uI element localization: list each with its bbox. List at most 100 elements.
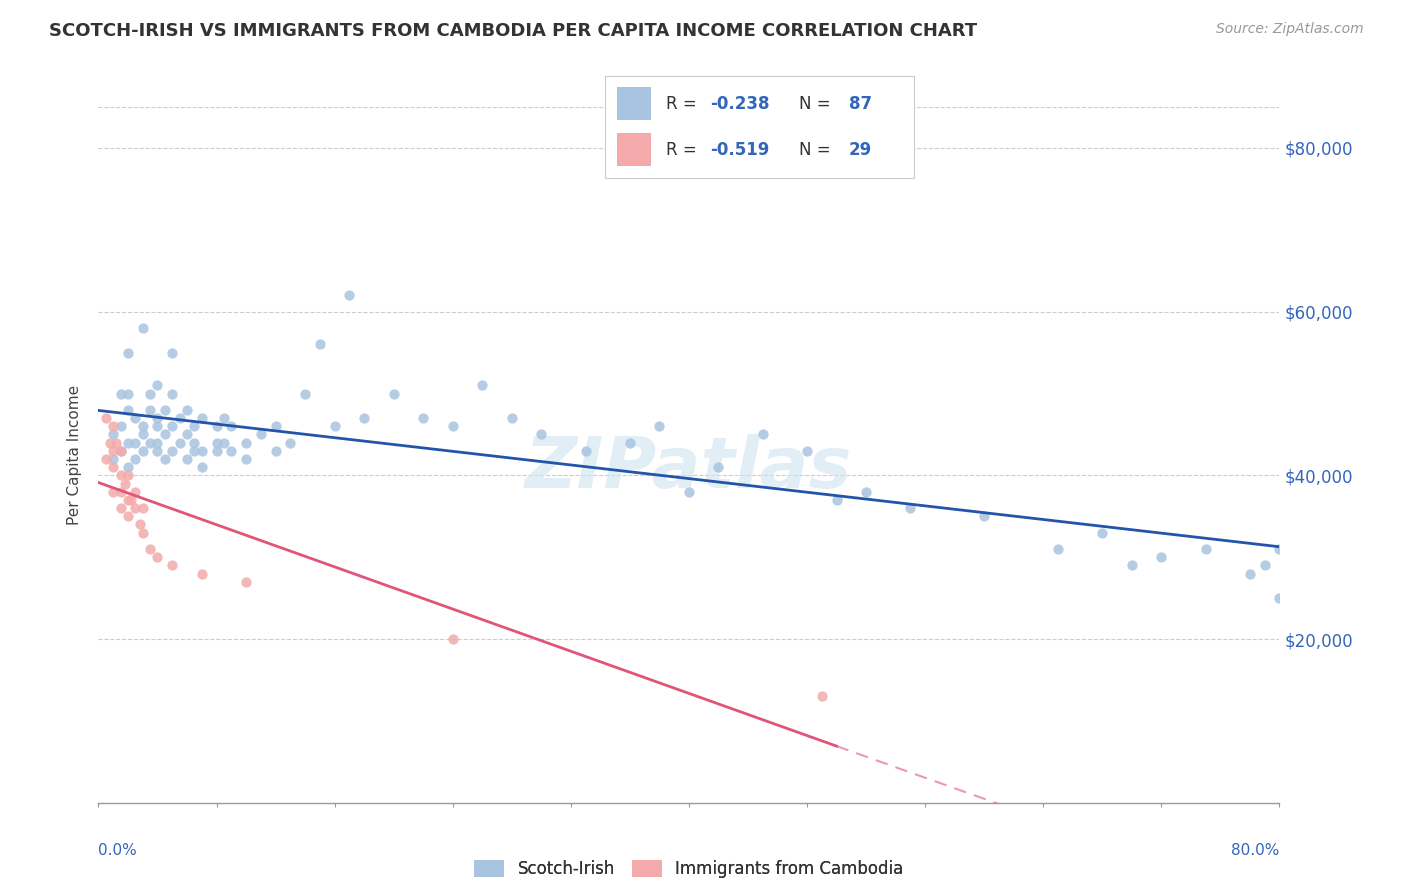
Text: 87: 87	[849, 95, 872, 112]
Point	[94, 452, 117, 467]
Point	[619, 435, 641, 450]
Point	[339, 288, 360, 302]
Point	[309, 337, 332, 351]
Point	[117, 468, 139, 483]
Point	[191, 443, 214, 458]
Point	[103, 443, 125, 458]
Point	[810, 690, 832, 704]
Point	[98, 435, 121, 450]
Point	[117, 435, 139, 450]
Point	[132, 321, 155, 335]
Point	[191, 411, 214, 425]
Point	[117, 345, 139, 359]
Text: 0.0%: 0.0%	[98, 843, 138, 858]
Point	[176, 452, 198, 467]
Text: N =: N =	[800, 141, 837, 159]
Text: -0.519: -0.519	[710, 141, 769, 159]
Point	[132, 525, 155, 540]
FancyBboxPatch shape	[617, 133, 651, 166]
Point	[796, 443, 818, 458]
Point	[120, 492, 142, 507]
Text: R =: R =	[666, 95, 703, 112]
Point	[114, 476, 136, 491]
Point	[117, 460, 139, 475]
Point	[146, 550, 169, 565]
Text: ZIPatlas: ZIPatlas	[526, 434, 852, 503]
FancyBboxPatch shape	[617, 87, 651, 120]
Point	[235, 574, 257, 589]
Text: SCOTCH-IRISH VS IMMIGRANTS FROM CAMBODIA PER CAPITA INCOME CORRELATION CHART: SCOTCH-IRISH VS IMMIGRANTS FROM CAMBODIA…	[49, 22, 977, 40]
Point	[132, 501, 155, 516]
Point	[353, 411, 375, 425]
Point	[235, 452, 257, 467]
Point	[294, 386, 316, 401]
Point	[139, 403, 162, 417]
Point	[183, 435, 205, 450]
Legend: Scotch-Irish, Immigrants from Cambodia: Scotch-Irish, Immigrants from Cambodia	[468, 854, 910, 885]
Point	[146, 443, 169, 458]
Point	[103, 460, 125, 475]
Text: N =: N =	[800, 95, 837, 112]
Point	[162, 345, 183, 359]
Point	[162, 386, 183, 401]
Point	[1268, 591, 1291, 606]
Point	[117, 492, 139, 507]
Point	[191, 460, 214, 475]
Y-axis label: Per Capita Income: Per Capita Income	[67, 384, 83, 525]
Point	[1150, 550, 1173, 565]
Point	[132, 443, 155, 458]
Point	[1195, 542, 1218, 557]
Point	[235, 435, 257, 450]
Point	[176, 403, 198, 417]
Point	[103, 452, 125, 467]
Point	[105, 435, 128, 450]
Point	[707, 460, 730, 475]
Point	[162, 558, 183, 573]
Point	[900, 501, 922, 516]
Point	[212, 435, 235, 450]
Point	[139, 435, 162, 450]
Point	[574, 443, 596, 458]
Point	[205, 435, 228, 450]
Point	[94, 411, 117, 425]
Point	[191, 566, 214, 581]
Point	[441, 419, 464, 434]
Point	[146, 435, 169, 450]
Text: R =: R =	[666, 141, 703, 159]
Point	[153, 403, 176, 417]
Point	[124, 452, 146, 467]
Text: -0.238: -0.238	[710, 95, 769, 112]
Point	[205, 443, 228, 458]
Point	[110, 419, 132, 434]
Point	[146, 378, 169, 392]
Text: 29: 29	[849, 141, 872, 159]
Point	[678, 484, 700, 499]
Point	[124, 411, 146, 425]
Text: Source: ZipAtlas.com: Source: ZipAtlas.com	[1216, 22, 1364, 37]
Point	[382, 386, 405, 401]
Point	[110, 484, 132, 499]
Point	[471, 378, 494, 392]
Point	[117, 509, 139, 524]
Point	[153, 452, 176, 467]
Point	[117, 403, 139, 417]
Point	[103, 419, 125, 434]
Point	[110, 386, 132, 401]
Point	[278, 435, 302, 450]
Point	[1239, 566, 1261, 581]
Point	[153, 427, 176, 442]
Point	[250, 427, 273, 442]
Point	[183, 443, 205, 458]
Point	[323, 419, 346, 434]
Point	[128, 517, 150, 532]
Point	[219, 443, 242, 458]
Text: 80.0%: 80.0%	[1232, 843, 1279, 858]
Point	[1254, 558, 1277, 573]
Point	[825, 492, 848, 507]
Point	[412, 411, 434, 425]
Point	[212, 411, 235, 425]
Point	[973, 509, 995, 524]
Point	[183, 419, 205, 434]
Point	[110, 468, 132, 483]
Point	[124, 484, 146, 499]
